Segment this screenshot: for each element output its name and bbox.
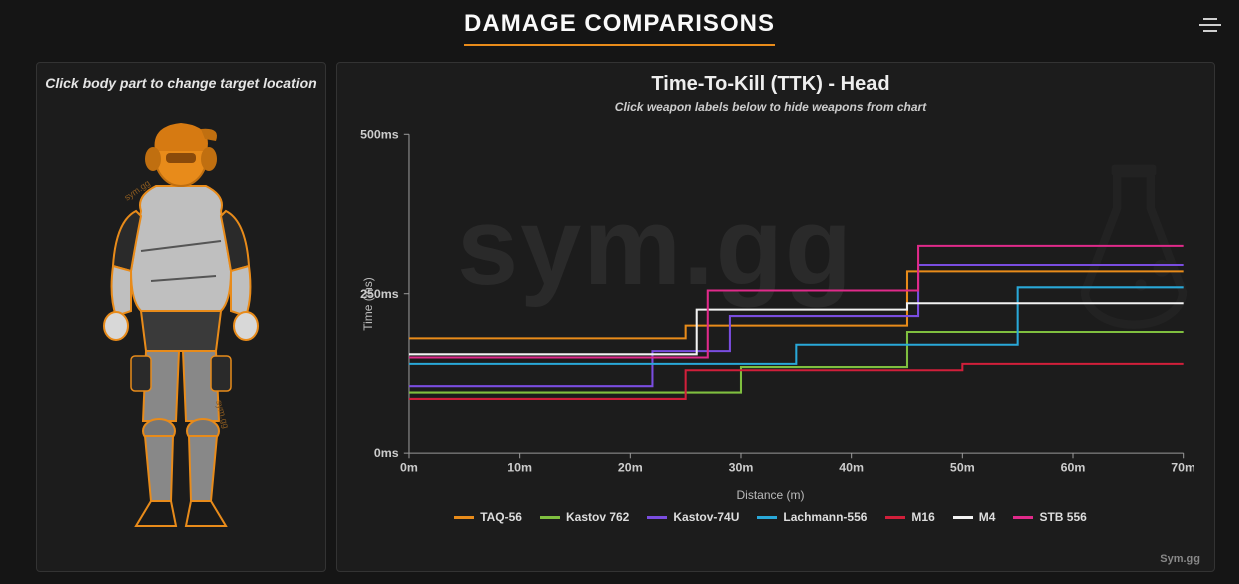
chart-panel: Time-To-Kill (TTK) - Head Click weapon l… <box>336 62 1215 572</box>
body-selector-hint: Click body part to change target locatio… <box>45 75 317 91</box>
body-part-shin-left[interactable] <box>145 436 173 501</box>
legend-swatch <box>757 516 777 519</box>
holster-left <box>131 356 151 391</box>
legend-item-taq-56[interactable]: TAQ-56 <box>454 510 522 524</box>
legend-swatch <box>1013 516 1033 519</box>
legend-swatch <box>885 516 905 519</box>
legend-swatch <box>540 516 560 519</box>
svg-text:20m: 20m <box>618 461 643 475</box>
body-figure[interactable]: sym.gg sym.gg <box>81 101 281 541</box>
body-selector-panel: Click body part to change target locatio… <box>36 62 326 572</box>
svg-text:500ms: 500ms <box>360 127 399 141</box>
legend-item-stb-556[interactable]: STB 556 <box>1013 510 1086 524</box>
page-title: DAMAGE COMPARISONS <box>464 10 775 46</box>
legend-label: Lachmann-556 <box>783 510 867 524</box>
legend-item-lachmann-556[interactable]: Lachmann-556 <box>757 510 867 524</box>
body-part-foot-left[interactable] <box>136 501 176 526</box>
body-part-shin-right[interactable] <box>189 436 217 501</box>
svg-text:30m: 30m <box>729 461 754 475</box>
svg-text:40m: 40m <box>839 461 864 475</box>
y-axis-label: Time (ms) <box>361 277 375 331</box>
legend-label: TAQ-56 <box>480 510 522 524</box>
x-axis-label: Distance (m) <box>347 488 1194 502</box>
svg-text:0ms: 0ms <box>374 446 399 460</box>
holster-right <box>211 356 231 391</box>
body-part-hand-right[interactable] <box>234 312 258 340</box>
body-part-foot-right[interactable] <box>186 501 226 526</box>
chart-legend: TAQ-56 Kastov 762 Kastov-74U Lachmann-556 M1… <box>347 510 1194 524</box>
body-part-forearm-right[interactable] <box>231 266 250 316</box>
legend-label: Kastov 762 <box>566 510 629 524</box>
legend-label: M4 <box>979 510 996 524</box>
svg-text:0m: 0m <box>400 461 418 475</box>
body-part-hand-left[interactable] <box>104 312 128 340</box>
ttk-line-chart: 0ms250ms500ms0m10m20m30m40m50m60m70m <box>347 124 1194 484</box>
legend-swatch <box>454 516 474 519</box>
legend-swatch <box>647 516 667 519</box>
chart-credit: Sym.gg <box>1160 553 1200 565</box>
legend-item-m4[interactable]: M4 <box>953 510 996 524</box>
legend-label: STB 556 <box>1039 510 1086 524</box>
svg-text:70m: 70m <box>1171 461 1194 475</box>
legend-label: Kastov-74U <box>673 510 739 524</box>
legend-item-kastov-762[interactable]: Kastov 762 <box>540 510 629 524</box>
body-part-head[interactable] <box>145 123 217 186</box>
svg-text:60m: 60m <box>1061 461 1086 475</box>
body-part-pelvis[interactable] <box>141 311 221 351</box>
legend-item-kastov-74u[interactable]: Kastov-74U <box>647 510 739 524</box>
body-part-forearm-left[interactable] <box>112 266 131 316</box>
chart-subtitle: Click weapon labels below to hide weapon… <box>347 100 1194 114</box>
menu-icon[interactable] <box>1199 14 1221 36</box>
chart-title: Time-To-Kill (TTK) - Head <box>347 73 1194 96</box>
svg-text:10m: 10m <box>507 461 532 475</box>
legend-item-m16[interactable]: M16 <box>885 510 934 524</box>
body-part-torso[interactable] <box>131 186 231 311</box>
svg-text:50m: 50m <box>950 461 975 475</box>
legend-swatch <box>953 516 973 519</box>
legend-label: M16 <box>911 510 934 524</box>
